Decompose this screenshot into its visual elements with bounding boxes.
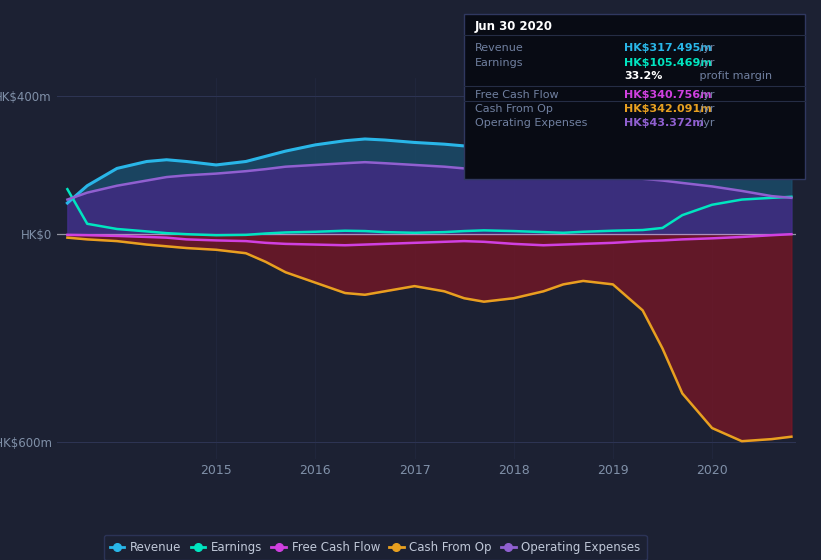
Text: Earnings: Earnings — [475, 58, 523, 68]
Text: HK$342.091m: HK$342.091m — [624, 104, 712, 114]
Text: /yr: /yr — [696, 90, 715, 100]
Text: /yr: /yr — [696, 43, 715, 53]
Text: Cash From Op: Cash From Op — [475, 104, 553, 114]
Text: Jun 30 2020: Jun 30 2020 — [475, 20, 553, 33]
Text: /yr: /yr — [696, 104, 715, 114]
Text: Revenue: Revenue — [475, 43, 523, 53]
Text: Free Cash Flow: Free Cash Flow — [475, 90, 558, 100]
Legend: Revenue, Earnings, Free Cash Flow, Cash From Op, Operating Expenses: Revenue, Earnings, Free Cash Flow, Cash … — [103, 535, 647, 560]
Text: profit margin: profit margin — [696, 71, 773, 81]
Text: HK$317.495m: HK$317.495m — [624, 43, 712, 53]
Text: HK$43.372m: HK$43.372m — [624, 118, 704, 128]
Text: HK$105.469m: HK$105.469m — [624, 58, 712, 68]
Text: /yr: /yr — [696, 58, 715, 68]
Text: /yr: /yr — [696, 118, 715, 128]
Text: 33.2%: 33.2% — [624, 71, 663, 81]
Text: HK$340.756m: HK$340.756m — [624, 90, 712, 100]
Text: Operating Expenses: Operating Expenses — [475, 118, 587, 128]
